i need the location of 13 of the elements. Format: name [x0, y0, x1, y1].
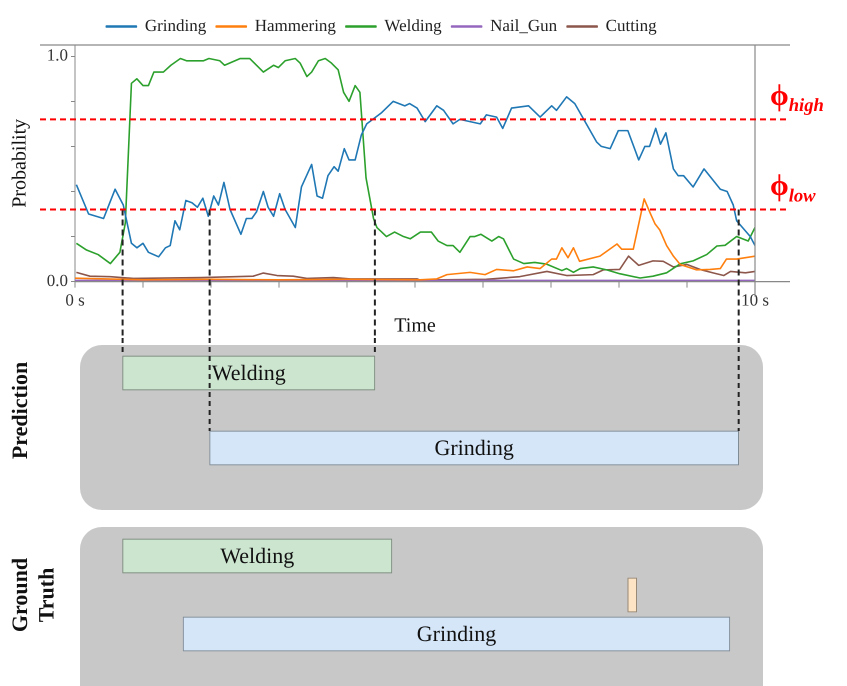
legend-label: Nail_Gun [490, 16, 558, 35]
y-tick-label: 1.0 [46, 46, 68, 65]
y-axis-title: Prediction [6, 362, 32, 460]
legend-label: Welding [384, 16, 442, 35]
x-axis-title: Time [394, 314, 436, 336]
x-tick-label: 0 s [65, 290, 85, 310]
legend-label: Hammering [254, 16, 336, 35]
y-tick-label: 0.0 [46, 271, 68, 290]
y-axis-title: Ground Truth [6, 558, 58, 632]
y-axis-title: Probability [8, 118, 30, 208]
legend-label: Grinding [144, 16, 207, 35]
legend-label: Cutting [606, 16, 658, 35]
x-tick-label: 10 s [741, 290, 769, 310]
